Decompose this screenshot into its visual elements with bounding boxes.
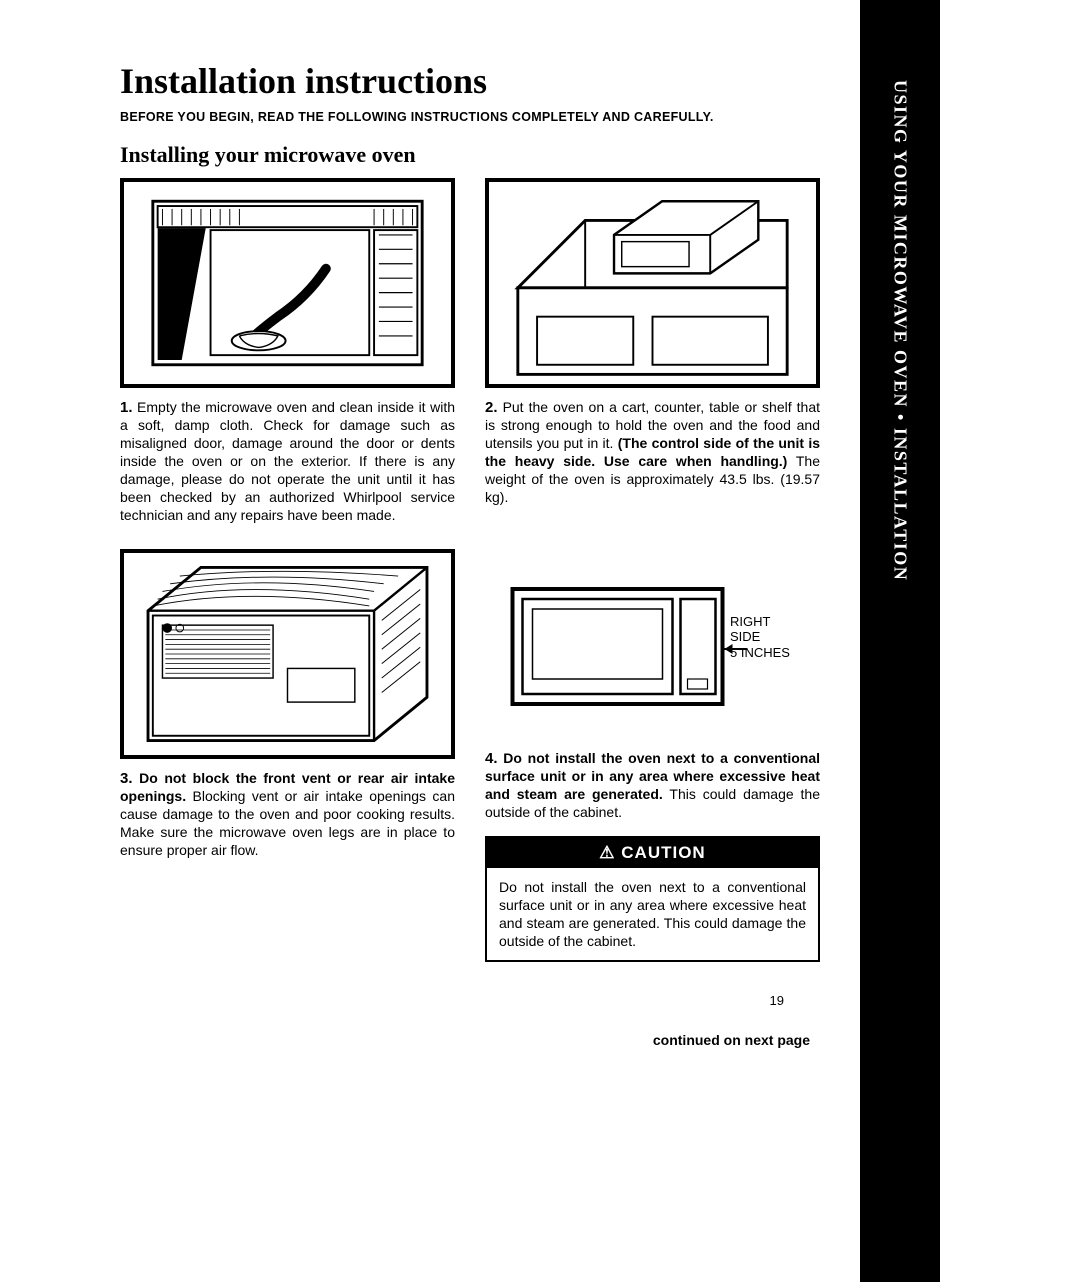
step-1-num: 1.	[120, 399, 133, 416]
side-tab: USING YOUR MICROWAVE OVEN • INSTALLATION	[860, 0, 940, 1282]
step-3-num: 3.	[120, 770, 133, 787]
oven-vents-icon	[124, 553, 451, 755]
oven-on-counter-icon	[489, 182, 816, 384]
step-2-num: 2.	[485, 399, 498, 416]
step-3-text: 3. Do not block the front vent or rear a…	[120, 769, 455, 860]
figure-step-2	[485, 178, 820, 388]
side-tab-text: USING YOUR MICROWAVE OVEN • INSTALLATION	[890, 80, 911, 581]
caution-box: ⚠ CAUTION Do not install the oven next t…	[485, 836, 820, 963]
step-4-num: 4.	[485, 750, 498, 767]
step-1: 1. Empty the microwave oven and clean in…	[120, 178, 455, 525]
page-content: Installation instructions BEFORE YOU BEG…	[120, 60, 820, 1048]
step-2: 2. Put the oven on a cart, counter, tabl…	[485, 178, 820, 525]
clearance-line1: RIGHT	[730, 614, 770, 629]
figure-step-1	[120, 178, 455, 388]
clearance-line2: SIDE	[730, 629, 760, 644]
caution-header: ⚠ CAUTION	[487, 838, 818, 868]
page-number: 19	[770, 993, 784, 1008]
continued-text: continued on next page	[120, 1032, 820, 1048]
step-3: 3. Do not block the front vent or rear a…	[120, 549, 455, 963]
step-4: RIGHT SIDE 5 INCHES 4. Do not install th…	[485, 549, 820, 963]
step-1-text: 1. Empty the microwave oven and clean in…	[120, 398, 455, 525]
section-subtitle: Installing your microwave oven	[120, 142, 820, 168]
figure-step-4: RIGHT SIDE 5 INCHES	[485, 549, 820, 739]
steps-grid: 1. Empty the microwave oven and clean in…	[120, 178, 820, 962]
read-warning: BEFORE YOU BEGIN, READ THE FOLLOWING INS…	[120, 110, 820, 124]
step-4-text: 4. Do not install the oven next to a con…	[485, 749, 820, 822]
step-2-text: 2. Put the oven on a cart, counter, tabl…	[485, 398, 820, 507]
page-title: Installation instructions	[120, 60, 820, 102]
figure-step-3	[120, 549, 455, 759]
caution-body: Do not install the oven next to a conven…	[487, 868, 818, 961]
step-1-body: Empty the microwave oven and clean insid…	[120, 399, 455, 523]
cleaning-oven-icon	[124, 182, 451, 384]
clearance-line3: 5 INCHES	[730, 645, 790, 660]
clearance-label: RIGHT SIDE 5 INCHES	[730, 614, 790, 661]
